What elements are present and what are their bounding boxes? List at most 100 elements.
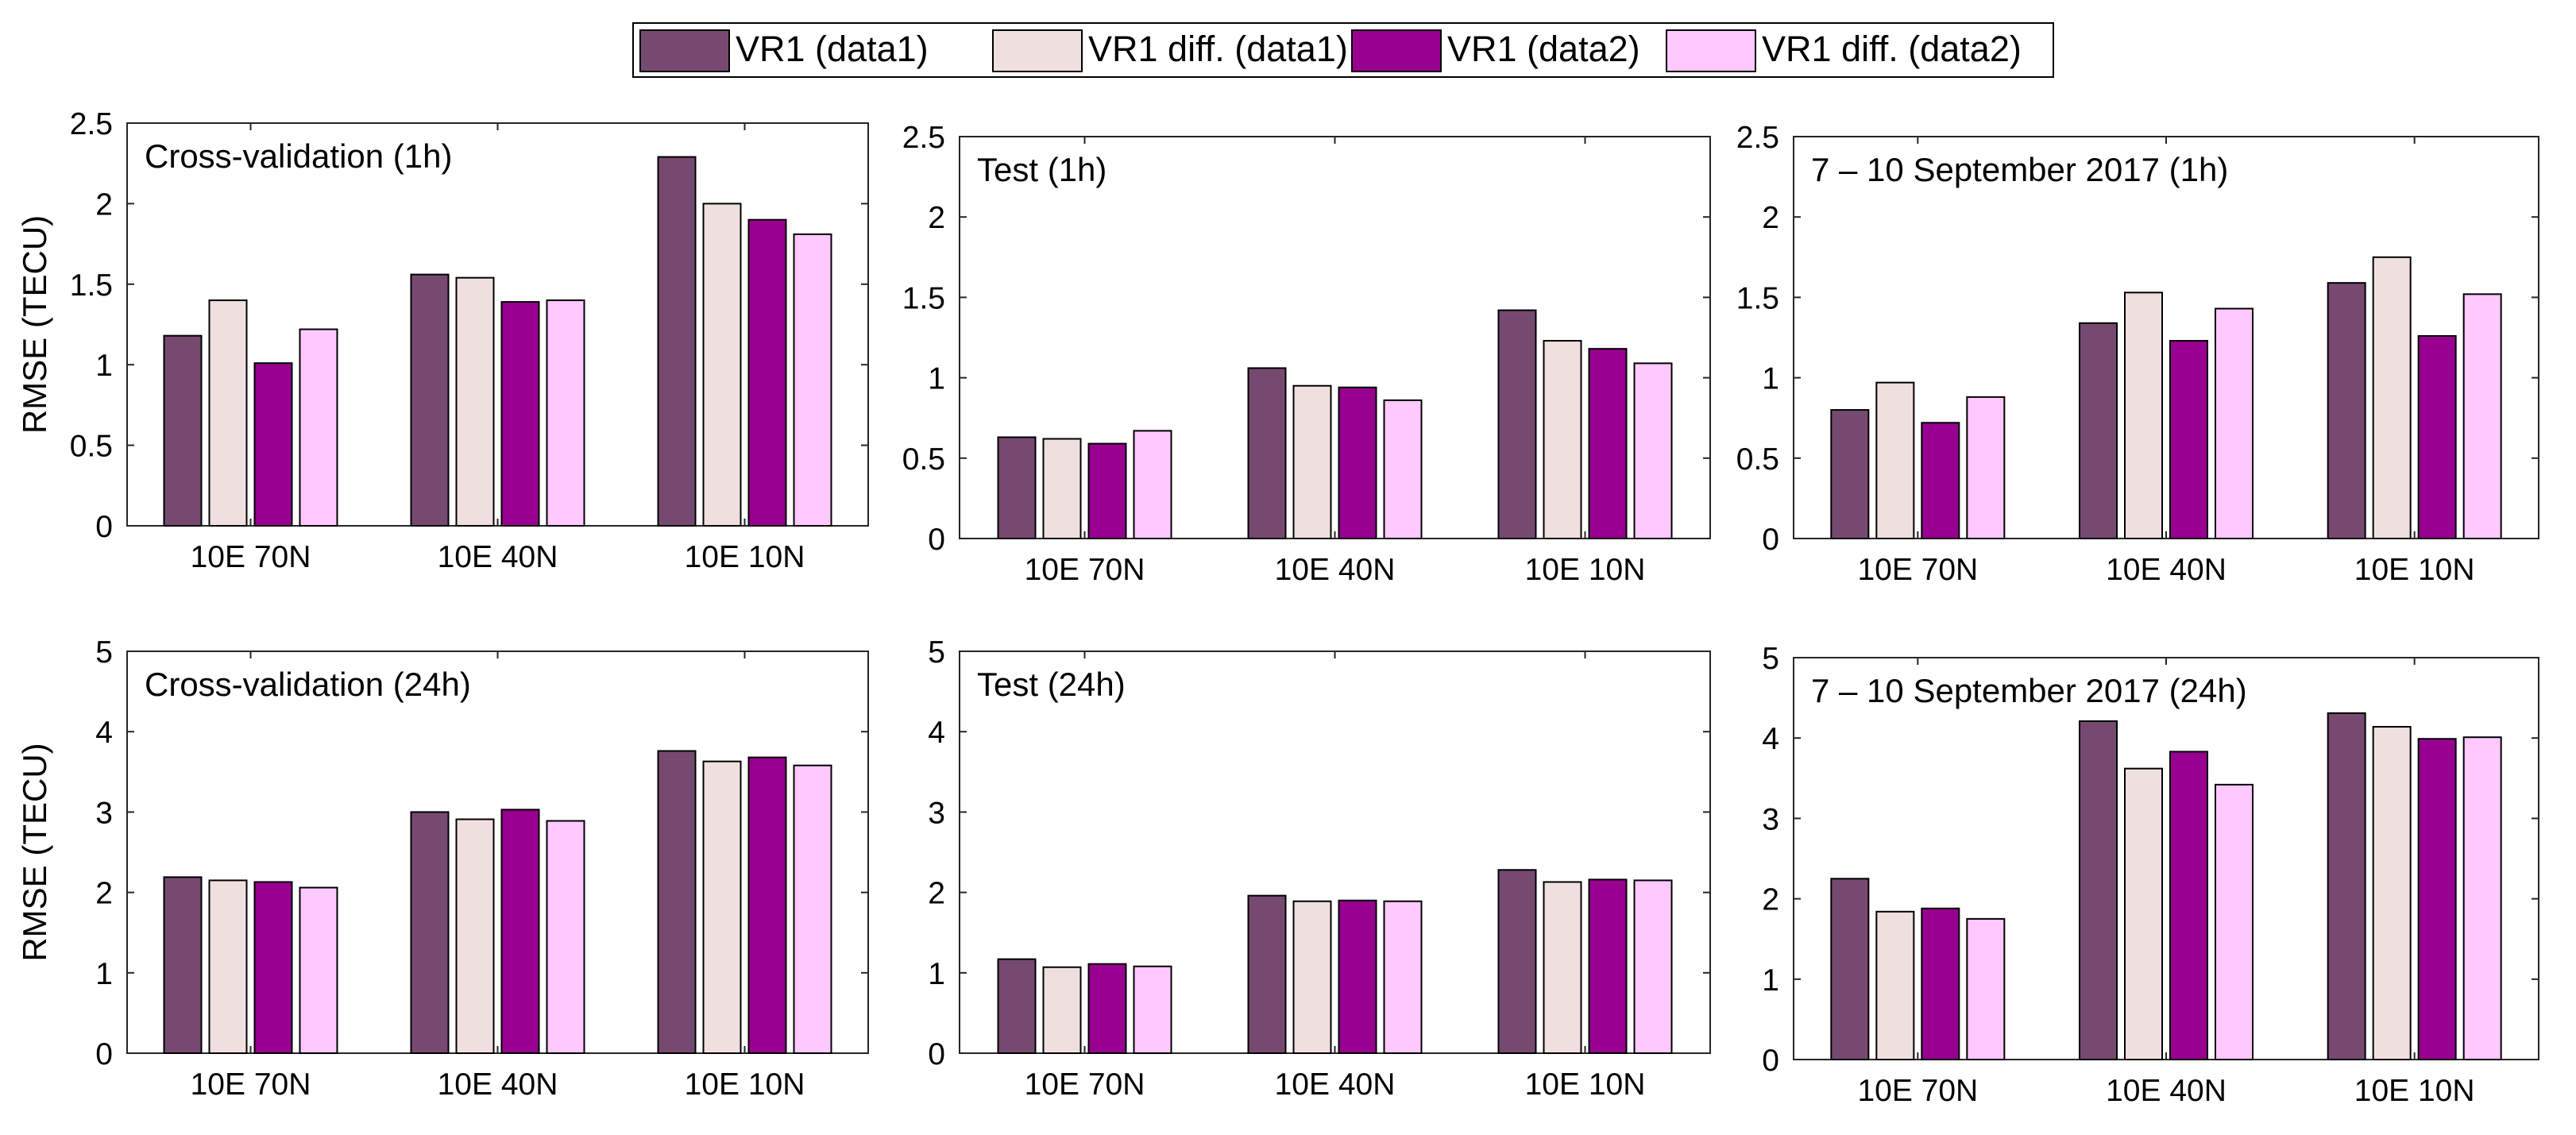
bar-2-2: [2124, 291, 2163, 539]
x-tick-label: 10E 70N: [1857, 1074, 1978, 1108]
y-tick-label: 2: [95, 877, 113, 911]
bar-4-3: [2462, 293, 2502, 539]
y-tick-label: 5: [928, 635, 945, 670]
bar-4-1: [1133, 965, 1172, 1054]
x-tick-label: 10E 10N: [685, 1067, 805, 1102]
bar-4-1: [1966, 396, 2006, 539]
bar-3-2: [500, 809, 540, 1054]
bar-2-1: [1042, 966, 1082, 1054]
y-tick-label: 1.5: [902, 281, 945, 315]
x-tick-label: 10E 70N: [1857, 553, 1978, 587]
bar-1-1: [163, 876, 203, 1054]
panel-title: 7 – 10 September 2017 (1h): [1811, 151, 2228, 188]
panel-title: 7 – 10 September 2017 (24h): [1811, 672, 2247, 709]
bar-3-1: [1087, 442, 1127, 539]
bar-1-3: [1497, 309, 1537, 539]
y-tick-label: 0.5: [902, 442, 945, 477]
x-tick-label: 10E 40N: [1275, 1067, 1396, 1102]
bar-2-3: [1543, 881, 1582, 1054]
y-tick-label: 1: [1762, 362, 1779, 396]
x-tick-label: 10E 70N: [191, 1067, 311, 1102]
bar-4-3: [793, 764, 832, 1054]
legend-swatch-1: [639, 29, 730, 72]
y-tick-label: 1: [928, 957, 945, 991]
legend-swatch-3: [1351, 29, 1442, 72]
panel-title: Test (1h): [977, 151, 1106, 188]
bar-1-1: [163, 334, 203, 527]
x-tick-label: 10E 10N: [2354, 553, 2475, 587]
y-tick-label: 4: [1762, 722, 1779, 756]
bar-1-1: [1830, 878, 1870, 1061]
bar-2-1: [208, 299, 248, 527]
chart-panel-1: 0 0.5 1 1.5 2 2.5 10E 70N 10E 40N 10E 10N Cross-v…: [16, 107, 869, 574]
bar-3-1: [253, 881, 293, 1054]
y-tick-label: 1: [1762, 963, 1779, 998]
bar-2-1: [208, 879, 248, 1055]
bar-1-2: [410, 273, 450, 527]
bar-4-2: [1383, 900, 1423, 1055]
bar-4-2: [546, 299, 585, 527]
y-tick-label: 2.5: [70, 107, 113, 141]
bar-4-1: [1966, 917, 2006, 1061]
bar-3-3: [1588, 878, 1628, 1054]
chart-panel-3: 0 0.5 1 1.5 2 2.5 10E 70N 10E 40N 10E 10N 7 – 10 …: [1736, 121, 2539, 587]
bar-4-1: [299, 886, 338, 1054]
y-tick-label: 1: [928, 362, 945, 396]
y-tick-label: 4: [95, 716, 113, 750]
y-tick-label: 0: [95, 510, 113, 544]
y-tick-label: 3: [1762, 802, 1779, 836]
bar-2-3: [1543, 340, 1582, 539]
panel-title: Test (24h): [977, 666, 1126, 703]
bar-1-3: [2327, 282, 2366, 539]
bar-1-1: [997, 958, 1037, 1054]
bar-2-3: [2372, 726, 2412, 1060]
x-tick-label: 10E 10N: [685, 540, 805, 574]
bar-1-1: [1830, 409, 1870, 540]
bar-4-3: [1633, 879, 1673, 1055]
y-tick-label: 1.5: [70, 268, 113, 303]
bar-4-3: [2462, 736, 2502, 1060]
legend-label-3: VR1 (data2): [1447, 29, 1640, 69]
x-tick-label: 10E 70N: [191, 540, 311, 574]
bar-3-2: [1338, 386, 1377, 539]
x-tick-label: 10E 40N: [1275, 553, 1396, 587]
bar-4-2: [2215, 783, 2254, 1060]
x-tick-label: 10E 40N: [2106, 553, 2226, 587]
x-tick-label: 10E 40N: [2106, 1074, 2226, 1108]
bar-1-2: [2079, 322, 2118, 539]
y-tick-label: 2.5: [902, 121, 945, 155]
bar-1-2: [410, 811, 450, 1055]
bar-4-1: [1133, 430, 1172, 540]
y-tick-label: 0: [1762, 523, 1779, 557]
chart-panel-5: 0 1 2 3 4 5 10E 70N 10E 40N 10E 10N Test (24h): [928, 635, 1711, 1102]
bar-1-2: [1247, 367, 1287, 539]
bar-1-2: [2079, 720, 2118, 1060]
bar-3-2: [2169, 751, 2208, 1060]
plot-area: [959, 651, 1711, 1054]
bar-2-1: [1875, 381, 1915, 539]
x-tick-label: 10E 40N: [438, 540, 558, 574]
bar-2-1: [1875, 910, 1915, 1060]
bar-4-2: [2215, 307, 2254, 539]
legend: VR1 (data1) VR1 diff. (data1) VR1 (data2) V…: [632, 22, 2054, 78]
bar-3-2: [1338, 899, 1377, 1054]
bar-3-3: [2417, 738, 2457, 1060]
x-tick-label: 10E 70N: [1025, 553, 1145, 587]
bar-1-1: [997, 436, 1037, 539]
bar-2-3: [702, 203, 742, 527]
chart-panel-6: 0 1 2 3 4 5 10E 70N 10E 40N 10E 10N 7 – 10 Septem…: [1762, 642, 2539, 1108]
bar-4-2: [546, 820, 585, 1054]
y-tick-label: 5: [95, 635, 113, 670]
legend-label-2: VR1 diff. (data1): [1088, 29, 1348, 69]
x-tick-label: 10E 70N: [1025, 1067, 1145, 1102]
bar-2-2: [455, 818, 495, 1055]
bar-2-2: [1292, 900, 1332, 1055]
bar-3-2: [500, 301, 540, 527]
plot-area: [1793, 136, 2539, 539]
y-tick-label: 2: [1762, 201, 1779, 235]
bar-1-2: [1247, 894, 1287, 1054]
y-tick-label: 0: [95, 1037, 113, 1071]
legend-swatch-4: [1666, 29, 1756, 72]
y-tick-label: 1: [95, 349, 113, 383]
